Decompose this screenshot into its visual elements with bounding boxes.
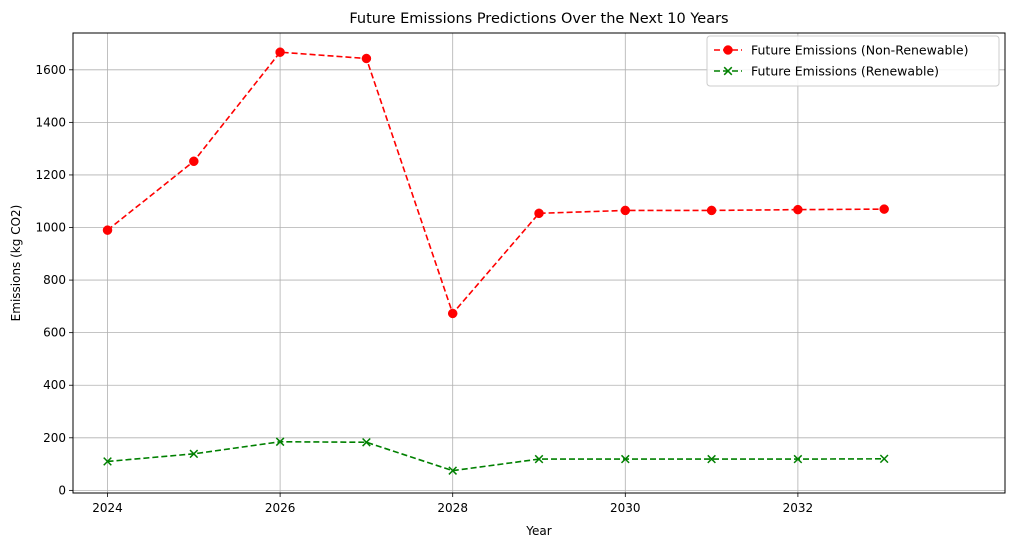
data-point-renewable xyxy=(620,454,630,464)
data-point-non-renewable xyxy=(447,308,458,319)
data-point-non-renewable xyxy=(189,156,199,167)
data-point-non-renewable xyxy=(102,225,113,235)
series-layer xyxy=(102,47,889,475)
data-point-renewable xyxy=(103,457,112,466)
series-line-renewable xyxy=(107,440,885,472)
data-point-renewable xyxy=(793,454,803,464)
y-tick-label: 600 xyxy=(43,326,66,340)
data-point-renewable xyxy=(534,454,544,464)
data-point-renewable xyxy=(275,437,285,447)
data-point-non-renewable xyxy=(361,53,372,64)
y-tick-label: 1600 xyxy=(35,63,66,77)
x-tick-label: 2032 xyxy=(783,501,814,515)
series-renewable xyxy=(103,437,889,475)
legend-swatch-marker xyxy=(723,66,733,76)
ticks: 2024 2026 2028 2030 2032 0 200 400 600 800 1000 120… xyxy=(35,63,813,515)
grid xyxy=(73,33,1005,493)
x-tick-label: 2028 xyxy=(437,501,468,515)
data-point-renewable xyxy=(448,466,458,475)
x-tick-label: 2026 xyxy=(265,501,296,515)
y-tick-label: 1200 xyxy=(35,168,66,182)
data-point-renewable xyxy=(362,437,371,447)
y-tick-label: 400 xyxy=(43,378,66,392)
y-axis-title: Emissions (kg CO2) xyxy=(9,205,23,322)
chart-title: Future Emissions Predictions Over the Ne… xyxy=(349,11,728,27)
x-tick-label: 2030 xyxy=(610,501,641,515)
legend-entries: Future Emissions (Non-Renewable) Future E… xyxy=(714,43,968,79)
data-point-non-renewable xyxy=(706,205,717,216)
x-tick-label: 2024 xyxy=(92,501,123,515)
legend-label: Future Emissions (Renewable) xyxy=(751,64,939,79)
y-tick-label: 800 xyxy=(43,273,66,287)
y-tick-label: 1000 xyxy=(35,221,66,235)
legend-entry-renewable: Future Emissions (Renewable) xyxy=(714,64,939,79)
data-point-non-renewable xyxy=(534,208,544,219)
y-tick-label: 1400 xyxy=(35,115,66,129)
legend-box xyxy=(706,35,1000,87)
legend-label: Future Emissions (Non-Renewable) xyxy=(751,43,968,58)
plot-frame xyxy=(72,32,1006,494)
data-point-non-renewable xyxy=(275,47,285,57)
y-tick-label: 0 xyxy=(58,483,66,497)
data-point-renewable xyxy=(189,449,199,459)
data-point-non-renewable xyxy=(879,204,889,214)
data-point-non-renewable xyxy=(620,205,631,216)
data-point-renewable xyxy=(879,454,889,464)
series-non-renewable xyxy=(102,47,889,319)
data-point-non-renewable xyxy=(793,204,803,215)
y-tick-label: 200 xyxy=(43,431,66,445)
series-line-non-renewable xyxy=(107,51,885,316)
legend-swatch-marker xyxy=(723,45,733,55)
data-point-renewable xyxy=(707,454,716,464)
legend-entry-non-renewable: Future Emissions (Non-Renewable) xyxy=(714,43,968,58)
x-axis-title: Year xyxy=(525,524,551,538)
legend: Future Emissions (Non-Renewable) Future E… xyxy=(706,35,1000,87)
